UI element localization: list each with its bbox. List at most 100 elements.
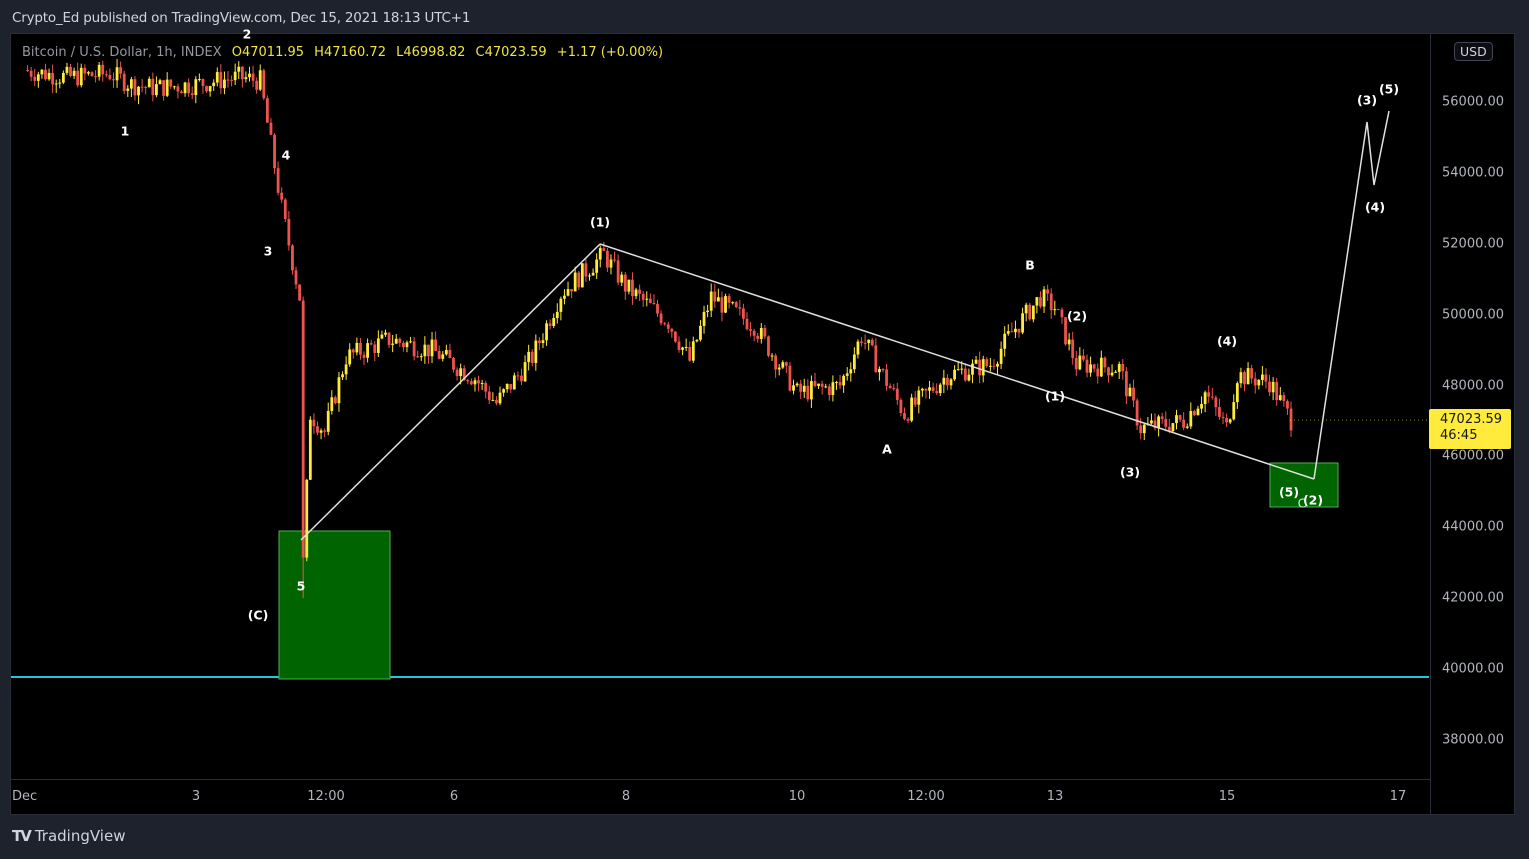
candle-up xyxy=(1185,426,1189,428)
candle-up xyxy=(1260,374,1264,380)
candle-down xyxy=(860,341,863,343)
candle-up xyxy=(1053,309,1057,311)
wave-label: (5) xyxy=(1278,484,1300,500)
candle-up xyxy=(534,340,538,363)
wave-label: 2 xyxy=(242,26,252,42)
chart-pane[interactable] xyxy=(10,33,1515,815)
publish-header: Crypto_Ed published on TradingView.com, … xyxy=(12,10,471,26)
candle-down xyxy=(122,73,126,91)
candle-up xyxy=(384,332,387,335)
rise-to-wave-1 xyxy=(300,243,601,541)
candle-up xyxy=(308,419,312,480)
candle-up xyxy=(1078,355,1082,370)
candle-down xyxy=(273,134,276,169)
candle-down xyxy=(838,382,842,386)
candle-down xyxy=(613,259,616,261)
candle-up xyxy=(1110,372,1114,376)
candle-up xyxy=(54,83,58,85)
candle-down xyxy=(756,335,760,339)
candle-down xyxy=(1124,371,1128,397)
candle-up xyxy=(1232,402,1236,420)
low-value: L46998.82 xyxy=(396,45,466,60)
candle-down xyxy=(903,413,906,420)
candle-down xyxy=(713,291,717,302)
candle-down xyxy=(69,66,72,76)
candle-down xyxy=(767,336,770,356)
candle-down xyxy=(1286,400,1289,409)
tradingview-brand[interactable]: TV TradingView xyxy=(12,827,125,845)
candle-up xyxy=(208,86,212,92)
candle-down xyxy=(749,329,752,331)
candle-down xyxy=(83,67,87,74)
candle-up xyxy=(996,363,999,367)
candle-down xyxy=(298,284,301,301)
candle-up xyxy=(512,375,516,390)
candle-down xyxy=(1178,415,1182,420)
candle-down xyxy=(466,380,470,382)
candle-down xyxy=(230,79,233,81)
candle-up xyxy=(1271,381,1275,393)
candle-down xyxy=(1167,426,1171,432)
time-tick: 17 xyxy=(1389,789,1407,804)
candle-up xyxy=(1142,424,1146,434)
candle-down xyxy=(963,368,967,381)
currency-button[interactable]: USD xyxy=(1454,42,1493,61)
candle-down xyxy=(44,69,47,80)
candle-up xyxy=(305,479,309,558)
candle-up xyxy=(971,363,974,375)
candle-up xyxy=(58,82,62,84)
candle-down xyxy=(548,323,552,326)
candle-up xyxy=(1035,297,1039,306)
candle-up xyxy=(258,70,262,90)
candle-down xyxy=(530,351,534,363)
candle-up xyxy=(681,347,684,350)
candle-down xyxy=(520,375,523,382)
candle-down xyxy=(752,330,756,336)
wave-label: (2) xyxy=(1302,492,1324,508)
candle-up xyxy=(691,341,695,361)
candle-down xyxy=(448,349,452,359)
candle-up xyxy=(366,343,369,358)
candle-up xyxy=(165,79,169,96)
candle-down xyxy=(663,323,667,325)
candle-down xyxy=(1103,357,1107,368)
candle-down xyxy=(190,93,194,96)
candle-up xyxy=(942,377,946,385)
candle-down xyxy=(251,73,255,81)
candle-down xyxy=(90,72,94,77)
candle-down xyxy=(602,248,606,251)
candle-up xyxy=(337,377,341,404)
time-tick: Dec xyxy=(12,789,38,804)
candle-down xyxy=(1132,387,1135,401)
candle-down xyxy=(455,369,459,377)
candle-down xyxy=(162,80,165,96)
candle-up xyxy=(505,383,509,390)
last-price-value: 47023.59 xyxy=(1440,412,1503,427)
candle-up xyxy=(1239,372,1243,384)
candle-down xyxy=(201,79,205,87)
candle-up xyxy=(817,383,820,386)
price-tick: 50000.00 xyxy=(1442,307,1505,323)
candle-down xyxy=(1060,309,1064,318)
candle-up xyxy=(355,342,359,353)
candle-up xyxy=(348,349,352,365)
candle-up xyxy=(115,67,119,81)
candle-up xyxy=(233,71,237,81)
candle-down xyxy=(1225,417,1228,423)
candle-down xyxy=(462,368,466,381)
candle-down xyxy=(631,279,634,297)
candle-down xyxy=(888,385,892,389)
candle-down xyxy=(727,296,731,303)
symbol-title: Bitcoin / U.S. Dollar, 1h, INDEX xyxy=(22,45,222,60)
candle-down xyxy=(205,86,208,92)
candle-down xyxy=(1028,304,1032,320)
candle-down xyxy=(416,356,420,358)
candle-up xyxy=(155,84,158,96)
last-price-badge: 47023.59 46:45 xyxy=(1429,409,1511,449)
candle-up xyxy=(1128,387,1132,397)
candle-down xyxy=(316,426,319,433)
candle-down xyxy=(94,76,97,78)
candle-up xyxy=(974,359,978,364)
candle-down xyxy=(112,79,115,81)
